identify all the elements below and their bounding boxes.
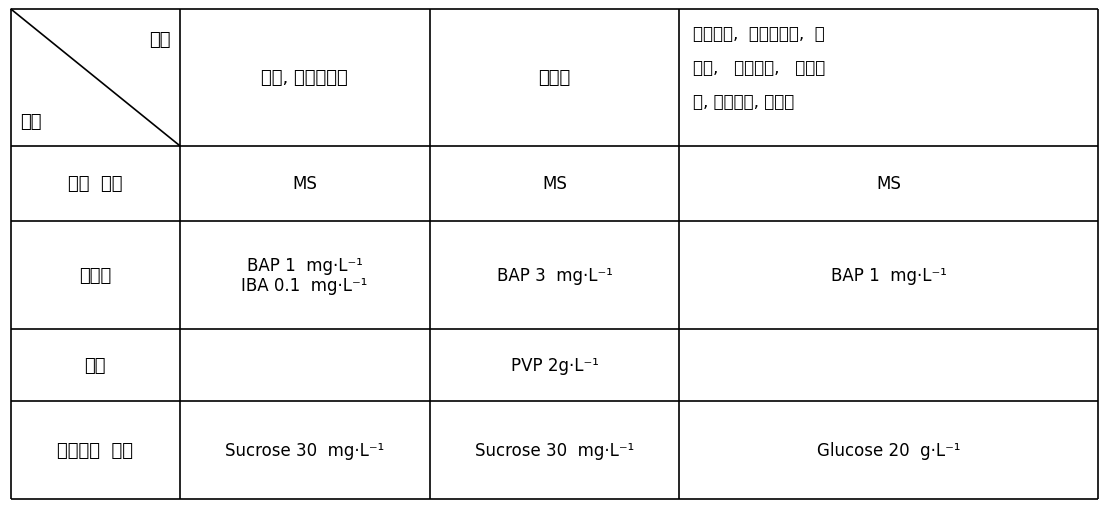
Text: PVP 2g·L⁻¹: PVP 2g·L⁻¹ <box>510 357 599 375</box>
Text: BAP 1  mg·L⁻¹: BAP 1 mg·L⁻¹ <box>831 266 947 285</box>
Text: 탄수화물  급원: 탄수화물 급원 <box>58 441 133 459</box>
Text: 기타: 기타 <box>84 357 106 375</box>
Text: 배지: 배지 <box>20 113 41 131</box>
Text: Sucrose 30  mg·L⁻¹: Sucrose 30 mg·L⁻¹ <box>225 441 384 459</box>
Text: Sucrose 30  mg·L⁻¹: Sucrose 30 mg·L⁻¹ <box>475 441 634 459</box>
Text: BAP 3  mg·L⁻¹: BAP 3 mg·L⁻¹ <box>497 266 612 285</box>
Text: IBA 0.1  mg·L⁻¹: IBA 0.1 mg·L⁻¹ <box>242 276 368 294</box>
Text: MS: MS <box>292 175 317 193</box>
Text: 가볼,   아이스윙,   옐로오: 가볼, 아이스윙, 옐로오 <box>693 59 825 77</box>
Text: 기본  배지: 기본 배지 <box>68 175 123 193</box>
Text: MS: MS <box>876 175 902 193</box>
Text: 핑크뷰티,  화이트뷰티,  슈: 핑크뷰티, 화이트뷰티, 슈 <box>693 25 825 43</box>
Text: 미사, 글로릴웨딩: 미사, 글로릴웨딩 <box>261 69 348 87</box>
Text: Glucose 20  g·L⁻¹: Glucose 20 g·L⁻¹ <box>817 441 960 459</box>
Text: 션, 옐로우팝, 핑크팝: 션, 옐로우팝, 핑크팝 <box>693 93 794 111</box>
Text: 호르몬: 호르몬 <box>79 266 111 285</box>
Text: 엔틱컬: 엔틱컬 <box>538 69 571 87</box>
Text: 품종: 품종 <box>150 31 171 48</box>
Text: BAP 1  mg·L⁻¹: BAP 1 mg·L⁻¹ <box>246 257 363 275</box>
Text: MS: MS <box>542 175 567 193</box>
